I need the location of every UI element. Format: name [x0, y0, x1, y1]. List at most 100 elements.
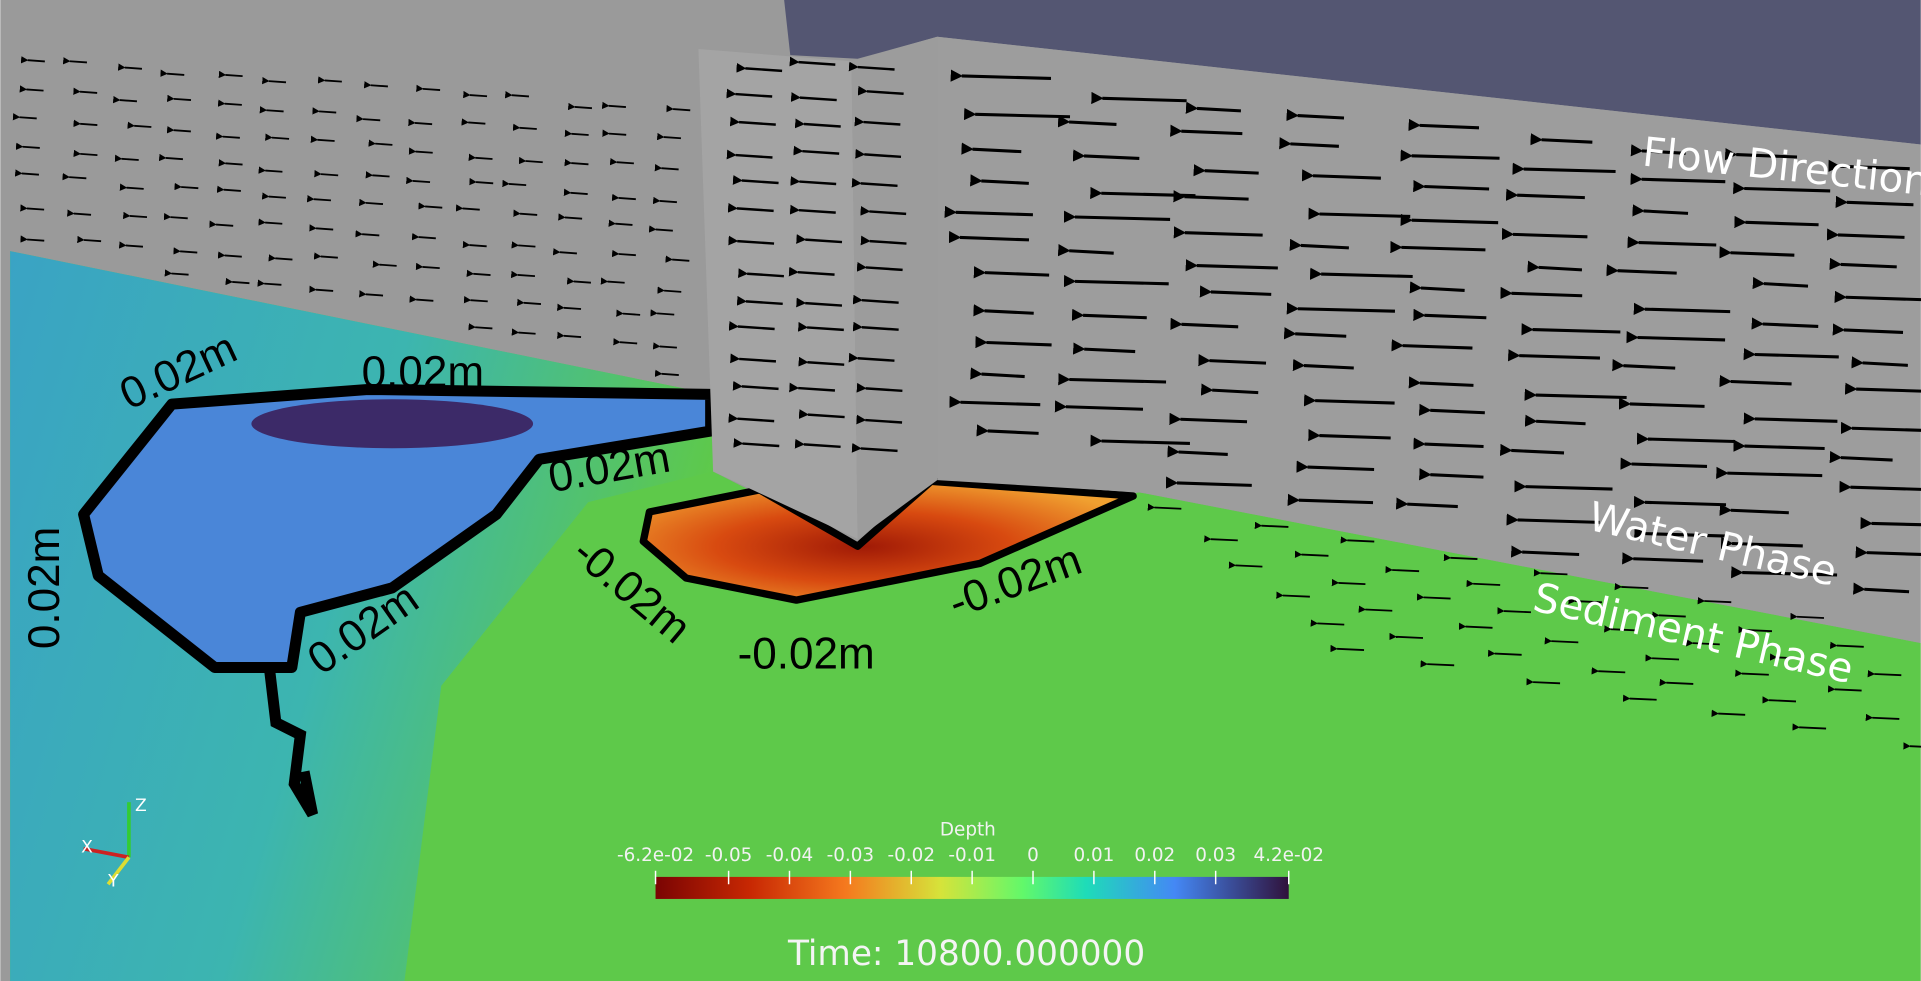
vector	[1504, 611, 1531, 612]
colorbar-title: Depth	[940, 819, 996, 840]
vector	[672, 260, 689, 261]
vector	[1396, 637, 1423, 638]
vector	[1704, 601, 1731, 602]
vector	[673, 109, 690, 110]
vector	[662, 374, 679, 375]
vector	[317, 140, 334, 141]
vector	[572, 134, 589, 135]
vector	[571, 193, 588, 194]
vector	[316, 228, 333, 229]
vector	[423, 89, 440, 90]
colorbar-tick-label: 0	[1027, 845, 1039, 866]
vector	[470, 245, 487, 246]
vector	[463, 208, 480, 209]
vector	[366, 294, 383, 295]
vector	[22, 173, 39, 174]
vector	[375, 144, 392, 145]
vector	[266, 110, 283, 111]
vector	[413, 181, 430, 182]
vector	[80, 124, 97, 125]
pier-face	[698, 49, 857, 539]
vector	[1533, 682, 1560, 683]
vector	[1799, 727, 1826, 728]
vector	[26, 89, 43, 90]
vector	[372, 175, 389, 176]
vector	[664, 291, 681, 292]
vector	[127, 188, 144, 189]
colorbar-tick-label: -0.02	[887, 845, 935, 866]
vector	[264, 284, 281, 285]
vector	[416, 152, 433, 153]
vector	[512, 95, 529, 96]
vector	[560, 252, 577, 253]
vector	[28, 60, 45, 61]
colorbar-tick-label: -0.03	[827, 845, 875, 866]
vector	[574, 281, 591, 282]
vector	[1261, 526, 1288, 527]
vector	[1769, 700, 1796, 701]
colorbar-tick-label: -0.01	[948, 845, 996, 866]
vector	[1630, 699, 1657, 700]
vector	[272, 138, 289, 139]
vector	[475, 158, 492, 159]
vector	[225, 163, 242, 164]
vector	[225, 75, 242, 76]
colorbar-tick-label: 4.2e-02	[1253, 845, 1323, 866]
vector	[664, 137, 681, 138]
vector	[366, 203, 383, 204]
vector	[1392, 570, 1419, 571]
vector	[171, 217, 188, 218]
colorbar-tick-label: 0.02	[1134, 845, 1175, 866]
vector	[518, 275, 535, 276]
vector	[1718, 714, 1745, 715]
vector	[74, 214, 91, 215]
contour-label: -0.02m	[738, 630, 875, 679]
vector	[518, 245, 535, 246]
x-label: X	[81, 837, 93, 857]
vector	[660, 346, 677, 347]
vector	[269, 197, 286, 198]
vector	[518, 333, 535, 334]
vector	[1621, 587, 1648, 588]
vector	[619, 198, 636, 199]
vector	[265, 223, 282, 224]
vector	[20, 117, 37, 118]
vector	[419, 237, 436, 238]
vector	[423, 267, 440, 268]
vector	[1337, 649, 1364, 650]
vector	[379, 265, 396, 266]
vector	[181, 187, 198, 188]
vector	[363, 119, 380, 120]
vector	[223, 137, 240, 138]
vector	[1427, 664, 1454, 665]
vector	[415, 123, 432, 124]
vector	[130, 216, 147, 217]
vector	[1872, 718, 1899, 719]
colorbar-tick-label: -0.04	[766, 845, 814, 866]
vector	[23, 147, 40, 148]
vector	[325, 80, 342, 81]
vector	[1450, 558, 1477, 559]
vector	[1495, 654, 1522, 655]
vector	[1797, 617, 1824, 618]
vector	[27, 208, 44, 209]
vector	[319, 111, 336, 112]
vector	[571, 163, 588, 164]
vector	[470, 95, 487, 96]
vector	[619, 254, 636, 255]
vector	[174, 99, 191, 100]
vector	[617, 162, 634, 163]
vector	[509, 184, 526, 185]
vector	[265, 171, 282, 172]
vector	[1466, 627, 1493, 628]
deposition-peak	[251, 399, 533, 448]
vector	[1424, 597, 1451, 598]
vector	[167, 74, 184, 75]
vector	[656, 229, 673, 230]
vector	[225, 255, 242, 256]
vector	[1551, 641, 1578, 642]
vector	[371, 85, 388, 86]
vector	[620, 342, 637, 343]
colorbar-tick-label: -0.05	[705, 845, 753, 866]
vector	[314, 199, 331, 200]
